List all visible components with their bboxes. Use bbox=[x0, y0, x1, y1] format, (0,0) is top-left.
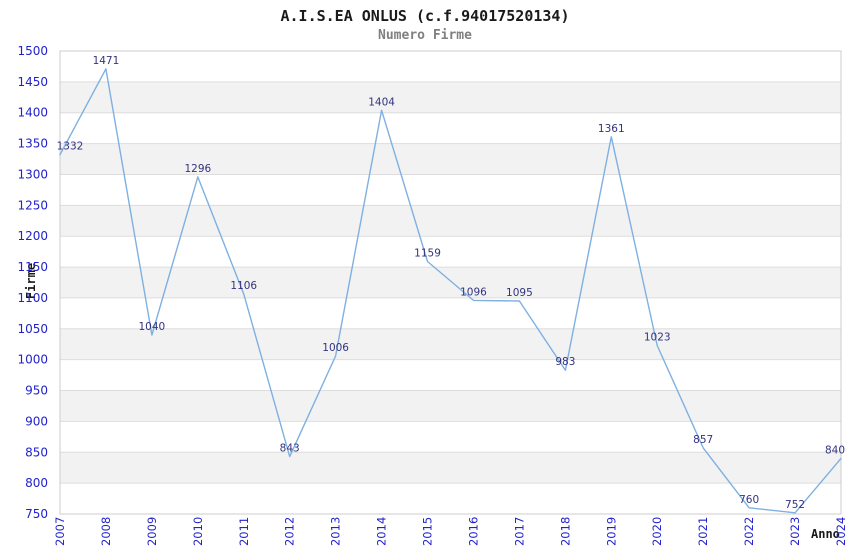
plot-band bbox=[60, 483, 841, 514]
plot-band bbox=[60, 359, 841, 391]
plot-border bbox=[59, 50, 842, 515]
plot-band bbox=[60, 421, 841, 453]
data-label: 1040 bbox=[139, 321, 166, 333]
x-tick-label: 2024 bbox=[834, 517, 848, 546]
x-tick-label: 2010 bbox=[191, 517, 205, 546]
y-tick-label: 1450 bbox=[17, 75, 48, 89]
y-tick-label: 1000 bbox=[17, 353, 48, 367]
y-tick-label: 750 bbox=[25, 507, 48, 521]
chart-subtitle: Numero Firme bbox=[378, 28, 472, 43]
data-label: 760 bbox=[739, 494, 759, 506]
x-tick-label: 2013 bbox=[329, 517, 343, 546]
x-tick-label: 2009 bbox=[145, 517, 159, 546]
x-tick-label: 2022 bbox=[742, 517, 756, 546]
plot-band bbox=[60, 328, 841, 360]
y-tick-label: 1400 bbox=[17, 106, 48, 120]
plot-band bbox=[60, 452, 841, 484]
x-tick-label: 2023 bbox=[788, 517, 802, 546]
y-tick-label: 900 bbox=[25, 414, 48, 428]
data-label: 1404 bbox=[368, 96, 395, 108]
data-label: 983 bbox=[555, 356, 575, 368]
data-label: 1159 bbox=[414, 248, 441, 260]
x-tick-label: 2012 bbox=[283, 517, 297, 546]
y-tick-label: 1200 bbox=[17, 229, 48, 243]
data-label: 1095 bbox=[506, 287, 533, 299]
data-label: 1471 bbox=[93, 55, 120, 67]
plot-band bbox=[60, 51, 841, 82]
x-tick-label: 2018 bbox=[558, 517, 572, 546]
plot-band bbox=[60, 297, 841, 329]
data-label: 752 bbox=[785, 499, 805, 511]
y-tick-label: 1300 bbox=[17, 167, 48, 181]
plot-band bbox=[60, 143, 841, 175]
data-label: 857 bbox=[693, 434, 713, 446]
data-label: 1361 bbox=[598, 123, 625, 135]
y-tick-label: 1050 bbox=[17, 322, 48, 336]
data-label: 1332 bbox=[57, 141, 84, 153]
data-label: 1296 bbox=[184, 163, 211, 175]
x-tick-label: 2020 bbox=[650, 517, 664, 546]
y-tick-label: 1100 bbox=[17, 291, 48, 305]
data-label: 843 bbox=[280, 443, 300, 455]
data-label: 1006 bbox=[322, 342, 349, 354]
series-line bbox=[59, 68, 842, 514]
x-tick-label: 2015 bbox=[421, 517, 435, 546]
x-tick-label: 2021 bbox=[696, 517, 710, 546]
plot-band bbox=[60, 81, 841, 113]
data-label: 1023 bbox=[644, 331, 671, 343]
y-tick-label: 1150 bbox=[17, 260, 48, 274]
x-axis-title: Anno bbox=[811, 527, 840, 541]
chart-title: A.I.S.EA ONLUS (c.f.94017520134) bbox=[280, 7, 570, 25]
y-tick-label: 1250 bbox=[17, 198, 48, 212]
plot-band bbox=[60, 390, 841, 422]
plot-band bbox=[60, 267, 841, 298]
x-tick-label: 2017 bbox=[512, 517, 526, 546]
plot-band bbox=[60, 236, 841, 268]
x-tick-label: 2019 bbox=[604, 517, 618, 546]
y-tick-label: 1350 bbox=[17, 137, 48, 151]
data-label: 1096 bbox=[460, 286, 487, 298]
plot-band bbox=[60, 174, 841, 206]
plot-band bbox=[60, 205, 841, 237]
x-tick-label: 2016 bbox=[466, 517, 480, 546]
x-tick-label: 2007 bbox=[53, 517, 67, 546]
y-tick-label: 950 bbox=[25, 384, 48, 398]
y-tick-label: 850 bbox=[25, 445, 48, 459]
data-label: 840 bbox=[825, 444, 845, 456]
y-tick-label: 1500 bbox=[17, 44, 48, 58]
x-tick-label: 2008 bbox=[99, 517, 113, 546]
x-tick-label: 2014 bbox=[375, 517, 389, 546]
data-label: 1106 bbox=[230, 280, 257, 292]
plot-band bbox=[60, 112, 841, 144]
y-tick-label: 800 bbox=[25, 476, 48, 490]
x-tick-label: 2011 bbox=[237, 517, 251, 546]
